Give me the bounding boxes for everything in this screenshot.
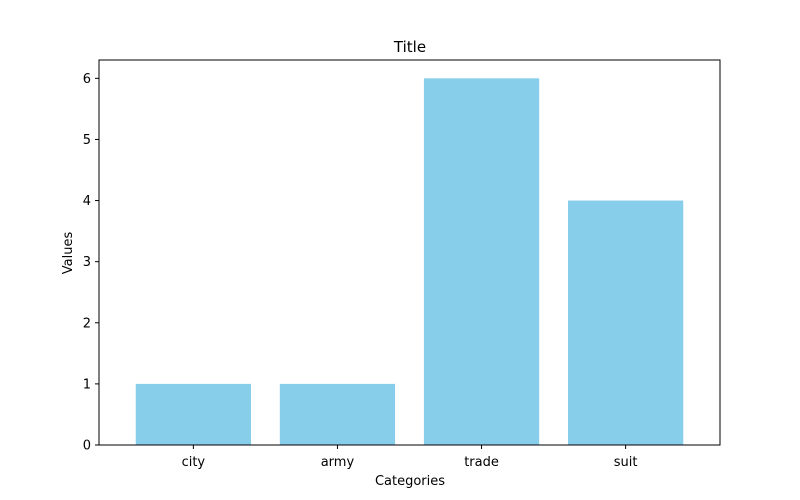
bar-city [135,383,252,445]
y-tick-label: 6 [83,72,91,87]
x-tick-label: army [321,455,355,470]
bar-trade [423,78,540,445]
x-axis-ticks: city army trade suit [182,445,638,470]
bars-group [135,78,684,445]
plot-frame [98,59,721,446]
x-tick-label: city [182,455,206,470]
chart-title: Title [393,38,426,56]
x-axis-label: Categories [375,474,445,489]
x-tick-label: suit [614,455,638,470]
bar-army [279,383,396,445]
y-axis-label: Values [61,232,76,275]
y-tick-label: 4 [83,194,91,209]
bar-suit [567,200,684,445]
y-tick-label: 0 [83,439,91,454]
y-tick-label: 2 [83,316,91,331]
y-tick-label: 5 [83,133,91,148]
y-tick-label: 3 [83,255,91,270]
y-axis-ticks: 0 1 2 3 4 5 6 [83,72,99,454]
y-tick-label: 1 [83,377,91,392]
x-tick-label: trade [464,455,499,470]
